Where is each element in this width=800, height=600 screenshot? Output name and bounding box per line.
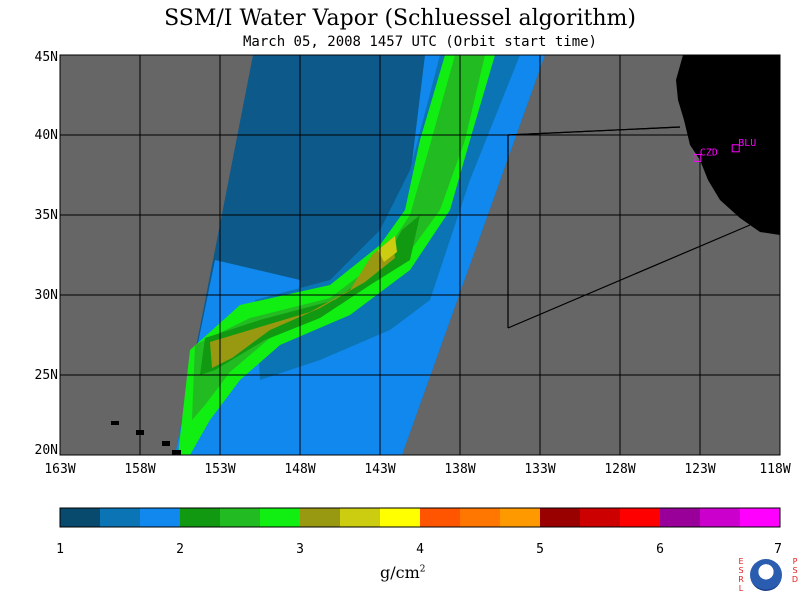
lon-label-158w: 158W <box>124 462 156 477</box>
lat-label-35n: 35N <box>34 208 58 223</box>
plume-green-outer <box>178 55 495 455</box>
colorbar-label-5: 5 <box>536 542 544 557</box>
colorbar-swatch <box>100 508 141 527</box>
map-subtitle: March 05, 2008 1457 UTC (Orbit start tim… <box>242 34 597 50</box>
color-bar-frame <box>59 507 781 528</box>
colorbar-swatch <box>180 508 221 527</box>
domain-edge <box>507 126 681 136</box>
lon-label-123w: 123W <box>684 462 716 477</box>
island <box>162 441 170 446</box>
lat-label-40n: 40N <box>34 128 58 143</box>
map-frame <box>59 54 781 456</box>
colorbar-label-3: 3 <box>296 542 304 557</box>
graticule <box>60 55 780 455</box>
domain-edge <box>507 224 751 329</box>
unit-exponent: 2 <box>419 564 426 575</box>
station-markers: CZD BLU <box>693 138 756 162</box>
station-label: CZD <box>700 147 718 158</box>
map-title: SSM/I Water Vapor (Schluessel algorithm) <box>164 6 636 31</box>
lon-label-138w: 138W <box>444 462 476 477</box>
colorbar-swatch <box>260 508 301 527</box>
colorbar-label-6: 6 <box>656 542 664 557</box>
colorbar-unit: g/cm2 <box>380 563 426 582</box>
lat-label-20n: 20N <box>34 443 58 458</box>
colorbar-swatch <box>140 508 181 527</box>
colorbar-swatch <box>700 508 741 527</box>
colorbar-label-2: 2 <box>176 542 184 557</box>
lon-label-133w: 133W <box>524 462 556 477</box>
island <box>172 450 181 455</box>
station-marker-icon <box>731 144 740 153</box>
lon-label-148w: 148W <box>284 462 316 477</box>
land-north-america <box>676 55 780 235</box>
lat-label-30n: 30N <box>34 288 58 303</box>
lat-label-45n: 45N <box>34 50 58 65</box>
colorbar-label-4: 4 <box>416 542 424 557</box>
color-bar <box>60 508 781 527</box>
plume-olive <box>210 238 395 368</box>
lon-label-163w: 163W <box>44 462 76 477</box>
colorbar-label-1: 1 <box>56 542 64 557</box>
unit-text: g/cm <box>380 563 420 582</box>
colorbar-swatch <box>420 508 461 527</box>
colorbar-swatch <box>220 508 261 527</box>
colorbar-label-7: 7 <box>774 542 782 557</box>
colorbar-swatch <box>460 508 501 527</box>
station-marker-icon <box>693 153 702 162</box>
lon-label-143w: 143W <box>364 462 396 477</box>
colorbar-swatch <box>740 508 781 527</box>
colorbar-swatch <box>660 508 701 527</box>
colorbar-swatch <box>380 508 421 527</box>
island <box>111 421 119 425</box>
colorbar-swatch <box>620 508 661 527</box>
lon-label-128w: 128W <box>604 462 636 477</box>
noaa-emblem-icon <box>750 559 782 591</box>
colorbar-swatch <box>540 508 581 527</box>
colorbar-swatch <box>300 508 341 527</box>
colorbar-swatch <box>580 508 621 527</box>
colorbar-swatch <box>60 508 101 527</box>
colorbar-swatch <box>340 508 381 527</box>
lat-label-25n: 25N <box>34 368 58 383</box>
station-label: BLU <box>738 138 756 149</box>
lon-label-118w: 118W <box>759 462 791 477</box>
plume-yellow <box>378 236 397 262</box>
colorbar-swatch <box>500 508 541 527</box>
lon-label-153w: 153W <box>204 462 236 477</box>
